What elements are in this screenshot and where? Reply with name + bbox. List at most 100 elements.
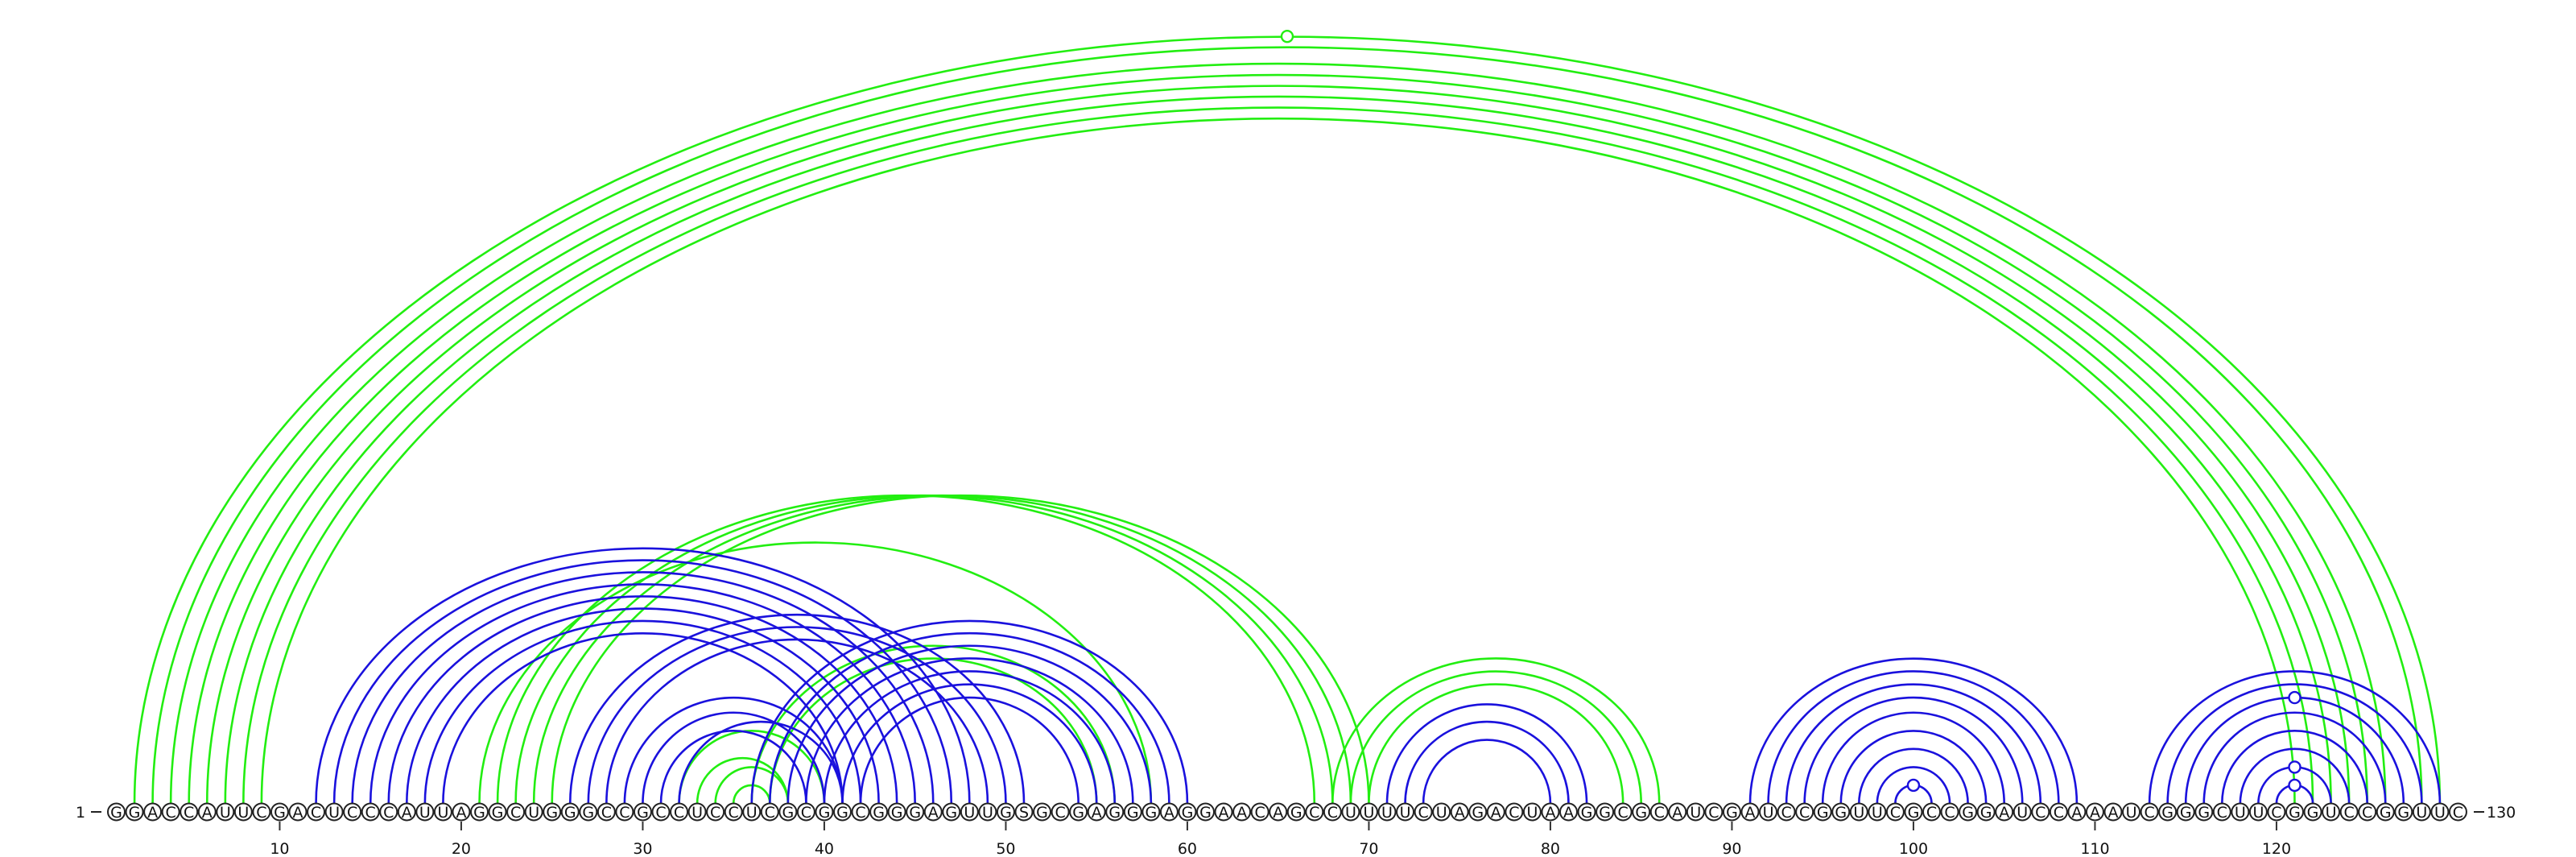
nucleotide-letter: G bbox=[546, 804, 558, 822]
nucleotide: C bbox=[1777, 802, 1796, 822]
blue-arc bbox=[587, 626, 1007, 804]
nucleotide-circle bbox=[1885, 802, 1905, 822]
nucleotide: G bbox=[906, 802, 925, 822]
nucleotide: G bbox=[2285, 802, 2304, 822]
nucleotide-circle bbox=[1269, 802, 1288, 822]
nucleotide: G bbox=[942, 802, 961, 822]
nucleotide: U bbox=[2430, 802, 2450, 822]
nucleotide: C bbox=[343, 802, 362, 822]
nucleotide-letter: C bbox=[2271, 804, 2281, 822]
nucleotide-letter: C bbox=[710, 804, 720, 822]
green-arc bbox=[260, 117, 2296, 804]
nucleotide-letter: C bbox=[855, 804, 865, 822]
nucleotide: C bbox=[1885, 802, 1905, 822]
nucleotide: C bbox=[851, 802, 870, 822]
nucleotide-circle bbox=[1704, 802, 1724, 822]
nucleotide-letter: C bbox=[765, 804, 775, 822]
nucleotide-letter: C bbox=[1708, 804, 1719, 822]
nucleotide: U bbox=[742, 802, 762, 822]
blue-arc-layer bbox=[315, 547, 2442, 804]
nucleotide-letter: A bbox=[1219, 804, 1229, 822]
nucleotide-letter: U bbox=[1763, 804, 1774, 822]
nucleotide: A bbox=[1087, 802, 1106, 822]
nucleotide-circle bbox=[815, 802, 834, 822]
nucleotide: G bbox=[1123, 802, 1142, 822]
nucleotide-letter: A bbox=[928, 804, 939, 822]
blue-arc bbox=[786, 644, 1153, 804]
nucleotide-circle bbox=[2394, 802, 2413, 822]
nucleotide: U bbox=[2248, 802, 2268, 822]
nucleotide: C bbox=[1922, 802, 1941, 822]
nucleotide-circle bbox=[1559, 802, 1578, 822]
nucleotide: U bbox=[2231, 802, 2250, 822]
nucleotide-circle bbox=[307, 802, 326, 822]
blue-arc bbox=[369, 583, 916, 804]
tick-label: 70 bbox=[1359, 840, 1378, 857]
apex-marker bbox=[2288, 778, 2301, 793]
nucleotide: G bbox=[1468, 802, 1488, 822]
nucleotide-letter: C bbox=[347, 804, 357, 822]
nucleotide: G bbox=[815, 802, 834, 822]
nucleotide-circle bbox=[1522, 802, 1542, 822]
nucleotide: G bbox=[2376, 802, 2395, 822]
nucleotide-letter: G bbox=[1182, 804, 1194, 822]
nucleotide-circle bbox=[1105, 802, 1125, 822]
nucleotide-circle bbox=[2339, 802, 2359, 822]
nucleotide-letter: A bbox=[1236, 804, 1247, 822]
nucleotide-circle bbox=[1069, 802, 1088, 822]
nucleotide: U bbox=[1377, 802, 1397, 822]
green-arc bbox=[134, 37, 2440, 804]
nucleotide-letter: G bbox=[2307, 804, 2319, 822]
nucleotide-letter: G bbox=[1581, 804, 1593, 822]
nucleotide-circle bbox=[288, 802, 308, 822]
blue-arc bbox=[2202, 711, 2387, 804]
nucleotide-letter: G bbox=[945, 804, 957, 822]
green-arc bbox=[1368, 683, 1624, 804]
nucleotide-circle bbox=[1141, 802, 1161, 822]
nucleotide-letter: C bbox=[655, 804, 666, 822]
nucleotide-circle bbox=[869, 802, 889, 822]
green-arc bbox=[750, 644, 1117, 804]
blue-arc bbox=[841, 683, 1098, 804]
nucleotide: G bbox=[1976, 802, 1996, 822]
nucleotide-circle bbox=[1323, 802, 1342, 822]
blue-arc bbox=[1422, 739, 1552, 804]
nucleotide-circle bbox=[1432, 802, 1451, 822]
nucleotide-circle bbox=[1250, 802, 1269, 822]
nucleotide: C bbox=[651, 802, 671, 822]
nucleotide-letter: C bbox=[1944, 804, 1955, 822]
nucleotide-letter: C bbox=[365, 804, 376, 822]
nucleotide: G bbox=[107, 802, 126, 822]
nucleotide-letter: U bbox=[2235, 804, 2246, 822]
nucleotide: C bbox=[1250, 802, 1269, 822]
nucleotide: G bbox=[2394, 802, 2413, 822]
blue-arc bbox=[2166, 683, 2423, 804]
nucleotide: C bbox=[1940, 802, 1959, 822]
green-arc bbox=[169, 62, 2387, 804]
nucleotide: A bbox=[197, 802, 217, 822]
nucleotide-circle bbox=[470, 802, 489, 822]
nucleotide-circle bbox=[506, 802, 526, 822]
nucleotide: G bbox=[2303, 802, 2322, 822]
nucleotide-circle bbox=[1196, 802, 1215, 822]
nucleotide-letter: A bbox=[1745, 804, 1756, 822]
nucleotide-letter: A bbox=[1455, 804, 1465, 822]
nucleotide: G bbox=[125, 802, 144, 822]
nucleotide-circle bbox=[1577, 802, 1596, 822]
nucleotide-circle bbox=[1777, 802, 1796, 822]
nucleotide-circle bbox=[433, 802, 452, 822]
nucleotide-letter: G bbox=[1472, 804, 1484, 822]
green-arc bbox=[732, 784, 771, 804]
nucleotide-letter: U bbox=[1436, 804, 1447, 822]
nucleotide-letter: U bbox=[691, 804, 703, 822]
nucleotide-letter: C bbox=[1255, 804, 1265, 822]
nucleotide-letter: G bbox=[473, 804, 485, 822]
nucleotide: U bbox=[324, 802, 344, 822]
tick-label: 90 bbox=[1722, 840, 1741, 857]
nucleotide-letter: A bbox=[1164, 804, 1174, 822]
nucleotide-letter: C bbox=[619, 804, 630, 822]
nucleotide: C bbox=[615, 802, 634, 822]
nucleotide-letter: U bbox=[220, 804, 231, 822]
nucleotide-letter: G bbox=[2380, 804, 2392, 822]
